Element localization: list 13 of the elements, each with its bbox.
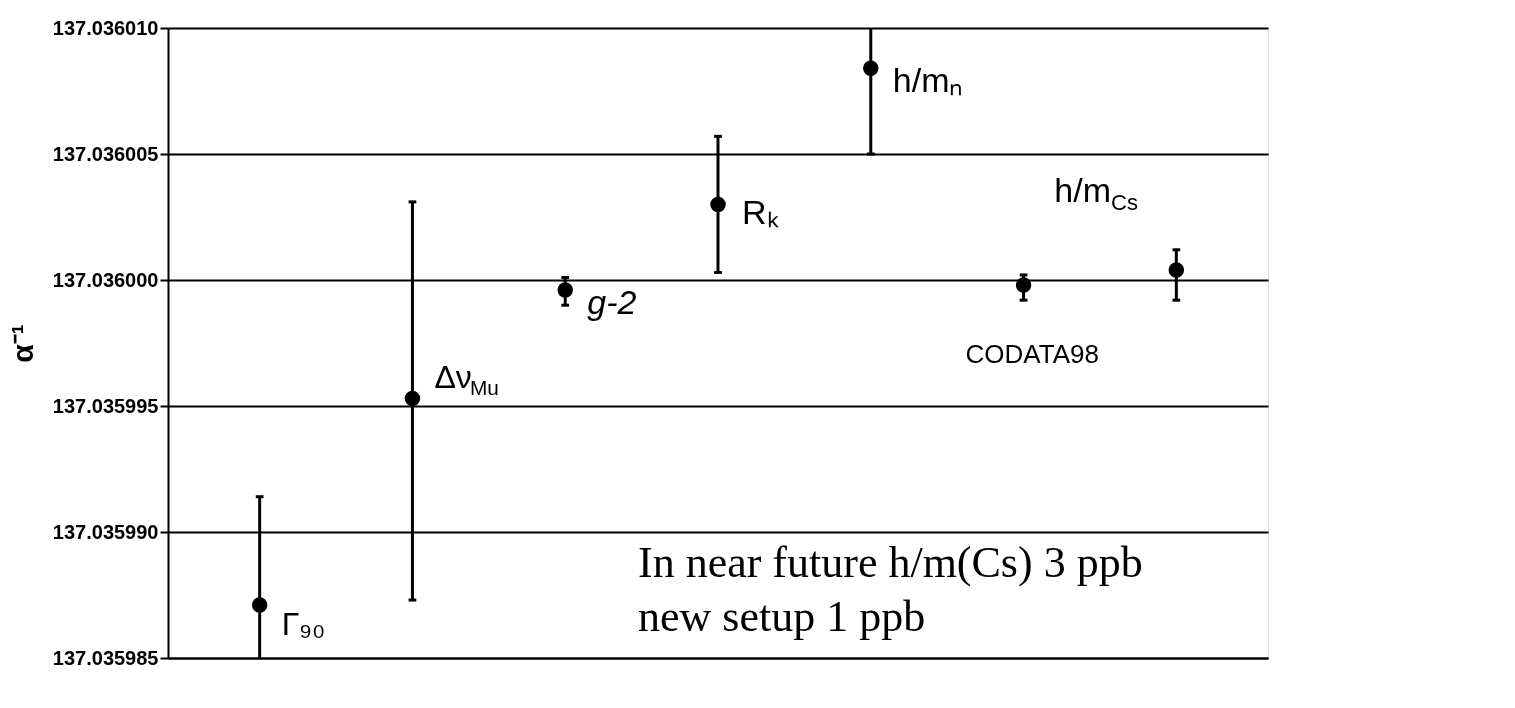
y-tick-label: 137.035995 <box>52 394 159 417</box>
y-axis-title: α⁻¹ <box>5 324 39 363</box>
y-tick-label: 137.036000 <box>52 268 159 291</box>
annotation: Rₖ <box>742 193 779 232</box>
annotation: CODATA98 <box>965 339 1099 370</box>
y-tick-label: 137.036010 <box>52 16 159 39</box>
annotation: In near future h/m(Cs) 3 ppb new setup 1 ppb <box>638 538 1143 641</box>
y-tick-label: 137.035985 <box>52 646 159 669</box>
annotation: g-2 <box>587 283 637 322</box>
annotation: Γ₉₀ <box>281 606 326 643</box>
y-tick-label: 137.036005 <box>52 142 159 165</box>
y-tick-label: 137.035990 <box>52 520 159 543</box>
annotation: h/mₙ <box>892 61 964 100</box>
